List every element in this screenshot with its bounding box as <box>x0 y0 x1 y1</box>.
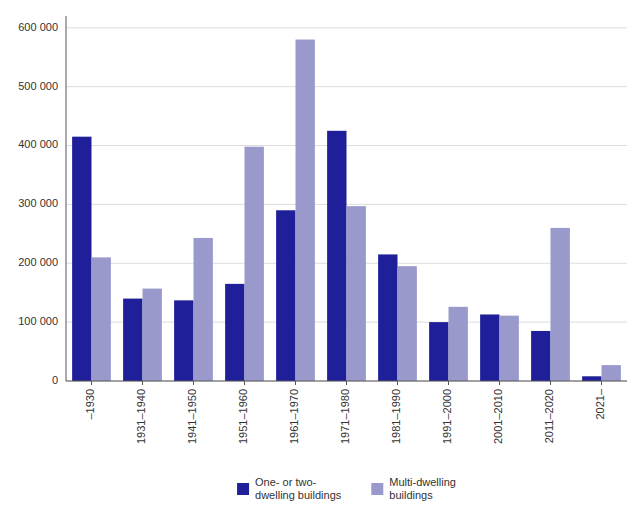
x-tick-label: 1971–1980 <box>339 389 351 444</box>
x-tick <box>295 381 296 385</box>
y-tick-label: 300 000 <box>18 197 58 209</box>
y-tick-label: 100 000 <box>18 315 58 327</box>
x-tick <box>244 381 245 385</box>
y-tick-label: 500 000 <box>18 80 58 92</box>
x-tick <box>601 381 602 385</box>
bar <box>296 40 315 381</box>
bar <box>449 307 468 381</box>
y-axis: 0 100 000 200 000 300 000 400 000 500 000 600 … <box>18 16 66 386</box>
bar <box>480 314 499 381</box>
x-tick-label: 1991–2000 <box>441 389 453 444</box>
x-tick <box>397 381 398 385</box>
bar <box>398 266 417 381</box>
legend-item: Multi-dwellingbuildings <box>371 476 456 501</box>
bar <box>245 147 264 381</box>
legend-label: Multi-dwellingbuildings <box>389 476 456 501</box>
bar <box>123 299 142 381</box>
x-tick-label: 1941–1950 <box>186 389 198 444</box>
x-tick-label: 2021– <box>594 388 606 419</box>
bar <box>551 228 570 381</box>
bar <box>225 284 244 381</box>
bar <box>143 289 162 381</box>
bar <box>602 365 621 381</box>
bar <box>72 137 91 381</box>
x-tick <box>142 381 143 385</box>
legend-item: One- or two-dwelling buildings <box>237 476 342 501</box>
x-tick <box>448 381 449 385</box>
y-tick-label: 400 000 <box>18 138 58 150</box>
x-tick-label: 1981–1990 <box>390 389 402 444</box>
legend-label-line: buildings <box>389 489 433 501</box>
y-tick-label: 200 000 <box>18 256 58 268</box>
bar <box>327 131 346 381</box>
bar <box>378 254 397 381</box>
x-tick-label: –1930 <box>84 389 96 420</box>
legend-swatch <box>371 483 383 495</box>
bars <box>72 40 621 381</box>
x-tick <box>346 381 347 385</box>
bar <box>429 322 448 381</box>
grid <box>66 28 627 381</box>
bar <box>92 257 111 381</box>
x-tick <box>499 381 500 385</box>
x-axis: –1930 1931–1940 1941–1950 1951–1960 1961–197… <box>66 381 627 444</box>
x-tick <box>91 381 92 385</box>
chart: 0 100 000 200 000 300 000 400 000 500 000 600 … <box>0 0 643 516</box>
grid-line <box>66 27 627 28</box>
bar <box>347 206 366 381</box>
x-tick-label: 2011–2020 <box>543 389 555 443</box>
bar <box>500 316 519 381</box>
bar <box>531 331 550 381</box>
bar <box>174 300 193 381</box>
bar <box>194 238 213 381</box>
legend-label-line: dwelling buildings <box>255 489 342 501</box>
x-tick <box>550 381 551 385</box>
y-tick-label: 0 <box>52 374 58 386</box>
legend-swatch <box>237 483 249 495</box>
y-axis-line <box>66 16 67 381</box>
legend: One- or two-dwelling buildings Multi-dwel… <box>237 476 456 501</box>
grid-line <box>66 86 627 87</box>
bar <box>276 210 295 381</box>
x-tick-label: 2001–2010 <box>492 389 504 444</box>
x-tick <box>193 381 194 385</box>
y-tick-label: 600 000 <box>18 21 58 33</box>
x-tick-label: 1931–1940 <box>135 389 147 444</box>
legend-label: One- or two-dwelling buildings <box>255 476 342 501</box>
x-tick-label: 1961–1970 <box>288 389 300 444</box>
x-tick-label: 1951–1960 <box>237 389 249 444</box>
legend-label-line: One- or two- <box>255 476 316 488</box>
legend-label-line: Multi-dwelling <box>389 476 456 488</box>
bar <box>582 376 601 381</box>
